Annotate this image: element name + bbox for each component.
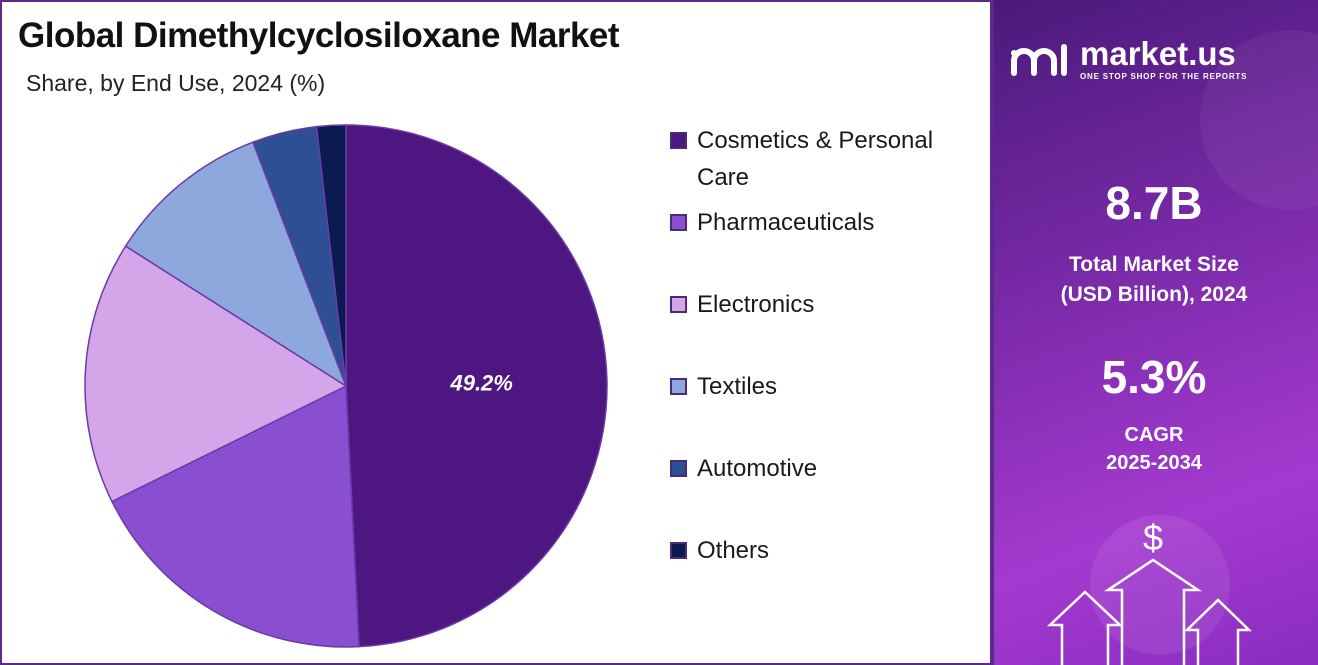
pie-slice-electronics bbox=[84, 245, 348, 503]
legend-item-cosmetics: Cosmetics & Personal Care bbox=[670, 122, 977, 196]
background-decoration: $ bbox=[1046, 30, 1318, 665]
legend-swatch bbox=[670, 542, 687, 559]
brand-tagline: ONE STOP SHOP FOR THE REPORTS bbox=[1080, 72, 1248, 81]
legend-swatch bbox=[670, 296, 687, 313]
market-size-value: 8.7B bbox=[1105, 177, 1203, 229]
pie-slice-cosmetics-personal-care bbox=[345, 124, 608, 648]
legend-label: Automotive bbox=[697, 455, 818, 482]
panel-divider bbox=[990, 0, 994, 665]
legend-label: Textiles bbox=[697, 373, 778, 400]
market-size-label-line1: Total Market Size bbox=[1069, 253, 1239, 276]
legend-item-pharmaceuticals: Pharmaceuticals bbox=[670, 204, 977, 241]
pie-chart: 49.2% bbox=[84, 124, 608, 648]
legend-label: Cosmetics & Personal Care bbox=[697, 127, 934, 191]
cagr-label-line1: CAGR bbox=[1124, 424, 1184, 446]
legend-item-textiles: Textiles bbox=[670, 368, 977, 405]
market-size-label-line2: (USD Billion), 2024 bbox=[1060, 283, 1248, 306]
pie-slice-textiles bbox=[124, 141, 348, 388]
arrow-up-icon bbox=[1046, 558, 1253, 665]
legend-item-automotive: Automotive bbox=[670, 450, 977, 487]
chart-subtitle: Share, by End Use, 2024 (%) bbox=[26, 70, 326, 96]
legend-label: Electronics bbox=[697, 291, 815, 318]
chart-title: Global Dimethylcyclosiloxane Market bbox=[18, 16, 620, 55]
summary-panel: $ market.us ONE STOP SHOP FOR THE REPORT… bbox=[990, 0, 1318, 665]
legend-swatch bbox=[670, 132, 687, 149]
market-us-logo-icon bbox=[1011, 43, 1067, 76]
legend-swatch bbox=[670, 214, 687, 231]
brand: market.us ONE STOP SHOP FOR THE REPORTS bbox=[1010, 35, 1248, 81]
svg-text:$: $ bbox=[1143, 517, 1163, 558]
pie-slice-pharmaceuticals bbox=[110, 384, 360, 648]
brand-name: market.us bbox=[1080, 35, 1236, 72]
legend-item-electronics: Electronics bbox=[670, 286, 977, 323]
legend-swatch bbox=[670, 378, 687, 395]
legend-swatch bbox=[670, 460, 687, 477]
pie-slice-others bbox=[315, 124, 347, 387]
legend-label: Others bbox=[697, 537, 770, 564]
legend-label: Pharmaceuticals bbox=[697, 209, 875, 236]
cagr-label-line2: 2025-2034 bbox=[1106, 452, 1202, 474]
legend-item-others: Others bbox=[670, 532, 977, 569]
cagr-value: 5.3% bbox=[1101, 351, 1207, 403]
chart-panel: Global Dimethylcyclosiloxane Market Shar… bbox=[18, 16, 977, 648]
dollar-icon: $ bbox=[1143, 517, 1163, 558]
pie-data-label: 49.2% bbox=[449, 371, 512, 396]
